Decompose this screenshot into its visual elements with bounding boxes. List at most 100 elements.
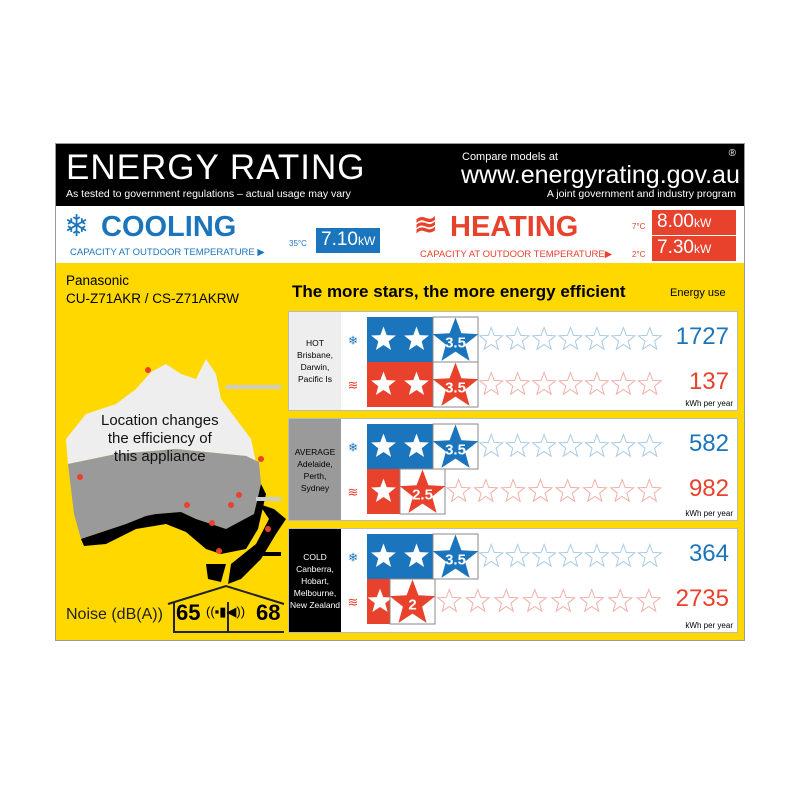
heat-waves-icon: ≋ <box>348 595 359 610</box>
zone-panel-cold: COLD Canberra, Hobart, Melbourne, New Zealan… <box>288 528 738 633</box>
empty-star <box>478 326 504 351</box>
heating-title: HEATING <box>450 211 579 243</box>
empty-star <box>637 326 663 351</box>
filled-star <box>371 326 396 350</box>
zone-name: COLD <box>303 551 327 562</box>
map-caption-line: the efficiency of <box>107 430 212 447</box>
cooling-title: COOLING <box>101 211 237 243</box>
rating-value: 2 <box>408 597 416 614</box>
zone-panel-hot: HOT Brisbane, Darwin, Pacific Is ❄ 3.5 ≋ 3.5 172… <box>288 311 738 411</box>
noise-label: Noise (dB(A)) <box>66 606 163 623</box>
website-link[interactable]: www.energyrating.gov.au <box>461 161 740 189</box>
compare-text: Compare models at <box>462 151 558 163</box>
rating-star <box>432 534 479 578</box>
speaker-icon: ((▪▮◀)) <box>206 604 246 619</box>
rating-star <box>432 362 479 406</box>
filled-star <box>404 543 429 567</box>
snowflake-icon: ❄ <box>64 210 90 243</box>
motto: The more stars, the more energy efficien… <box>292 282 626 301</box>
rating-star <box>432 424 479 468</box>
cooling-capacity-value: 7.10kW <box>316 228 381 253</box>
zone-city: Darwin, <box>300 362 330 372</box>
empty-star <box>578 588 605 613</box>
empty-star <box>584 433 610 458</box>
empty-star <box>531 371 557 396</box>
zone-city: New Zealand <box>289 599 341 610</box>
star-rating-chart: ❄ 3.5 ≋ 2 <box>348 533 663 625</box>
heating-energy-use: 2735 <box>675 585 729 612</box>
house-icon <box>167 584 285 633</box>
registered-mark: ® <box>728 148 736 159</box>
snowflake-icon: ❄ <box>348 551 358 565</box>
cooling-energy-use: 364 <box>688 540 729 567</box>
capacity-band: ❄ COOLING CAPACITY AT OUTDOOR TEMPERATUR… <box>56 206 744 263</box>
empty-star <box>504 371 531 396</box>
empty-star <box>531 543 557 568</box>
heating-capacity-caption: CAPACITY AT OUTDOOR TEMPERATURE▶ <box>420 249 613 260</box>
empty-star <box>493 588 520 613</box>
kwh-unit-label: kWh per year <box>685 399 733 408</box>
heating-capacity-value-2: 7.30kW <box>652 236 736 261</box>
empty-star <box>478 371 504 396</box>
snowflake-icon: ❄ <box>348 441 358 455</box>
empty-star <box>436 588 463 613</box>
empty-star <box>610 326 637 351</box>
rating-value: 3.5 <box>445 380 466 397</box>
rating-star <box>399 469 446 513</box>
heat-waves-icon: ≋ <box>348 378 359 393</box>
empty-star <box>504 433 531 458</box>
rating-value: 3.5 <box>445 335 466 352</box>
empty-star <box>557 326 584 351</box>
brand-name: Panasonic <box>66 273 130 288</box>
zone-city: Perth, <box>303 470 327 481</box>
filled-star <box>404 433 429 457</box>
empty-star <box>610 543 637 568</box>
zone-city: Brisbane, <box>297 350 333 360</box>
empty-star <box>464 588 491 613</box>
empty-star <box>557 433 584 458</box>
zone-city: Canberra, <box>296 563 334 574</box>
empty-star <box>557 543 584 568</box>
rating-value: 3.5 <box>445 442 466 459</box>
zone-panel-average: AVERAGE Adelaide, Perth, Sydney ❄ 3.5 ≋ 2.5 582 9… <box>288 418 738 521</box>
empty-star <box>500 478 526 503</box>
noise-indoor: 65 <box>176 600 201 625</box>
zone-city: Pacific Is <box>297 374 332 384</box>
empty-star <box>473 478 499 503</box>
city-markers <box>77 367 271 554</box>
empty-star <box>637 433 663 458</box>
empty-star <box>635 588 662 613</box>
empty-star <box>637 371 663 396</box>
map-arrows <box>226 385 281 556</box>
heating-energy-use: 982 <box>688 475 729 502</box>
empty-star <box>609 478 635 503</box>
rating-star <box>432 317 479 361</box>
rating-value: 2.5 <box>412 487 433 504</box>
australia-nz-map <box>66 359 286 584</box>
energy-use-heading: Energy use <box>670 287 726 299</box>
zone-city: Melbourne, <box>293 587 337 598</box>
energy-rating-label: ENERGY RATING As tested to government re… <box>55 143 745 641</box>
heating-capacity-value-1: 8.00kW <box>652 210 736 235</box>
heating-kw-1: 8.00 <box>657 211 694 232</box>
noise-section: Noise (dB(A)) <box>66 606 163 624</box>
cooling-energy-use: 1727 <box>675 323 729 350</box>
noise-outdoor: 68 <box>256 600 281 625</box>
cooling-capacity-caption: CAPACITY AT OUTDOOR TEMPERATURE ▶ <box>70 247 265 258</box>
filled-star <box>371 543 396 567</box>
empty-star <box>582 478 608 503</box>
rating-star <box>389 579 436 623</box>
heat-waves-icon: ≋ <box>414 209 438 240</box>
rating-value: 3.5 <box>445 552 466 569</box>
empty-star <box>521 588 548 613</box>
cooling-temp: 35°C <box>289 239 307 248</box>
empty-star <box>636 478 663 503</box>
star-rating-chart: ❄ 3.5 ≋ 2.5 <box>348 423 663 515</box>
empty-star <box>531 326 557 351</box>
filled-star <box>367 588 393 612</box>
heating-temp-1: 7°C <box>632 222 646 231</box>
empty-star <box>550 588 577 613</box>
program-text: A joint government and industry program <box>546 188 736 200</box>
empty-star <box>554 478 581 503</box>
zone-label: AVERAGE Adelaide, Perth, Sydney <box>289 419 341 520</box>
